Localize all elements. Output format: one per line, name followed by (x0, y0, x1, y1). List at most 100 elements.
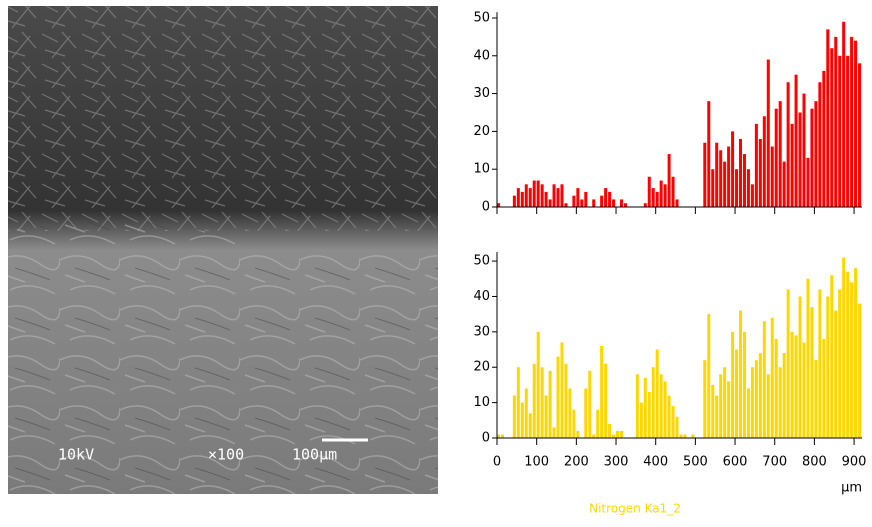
bar (525, 388, 528, 438)
bar (779, 367, 782, 438)
bar (564, 364, 567, 438)
y-tick-label: 0 (482, 200, 490, 215)
bar (731, 332, 734, 438)
bar (664, 184, 667, 207)
bar (553, 427, 556, 438)
bar (656, 350, 659, 438)
bar (814, 101, 817, 207)
bar (719, 374, 722, 438)
bar (541, 367, 544, 438)
sem-label: 100µm (292, 446, 337, 464)
bar (838, 289, 841, 438)
bar (834, 37, 837, 207)
x-tick-label: 500 (683, 455, 708, 470)
bar (719, 150, 722, 207)
bar (787, 82, 790, 207)
y-tick-label: 10 (473, 162, 490, 177)
bar (795, 335, 798, 438)
bar (612, 199, 615, 207)
x-tick-label: 100 (524, 455, 549, 470)
page: 10kV ×100 100µm 010203040500102030405001… (0, 0, 872, 527)
bar (806, 279, 809, 438)
x-tick-label: 400 (643, 455, 668, 470)
bar (791, 332, 794, 438)
bar (854, 268, 857, 438)
bar (592, 199, 595, 207)
bar (822, 339, 825, 438)
sem-image: 10kV ×100 100µm (8, 6, 438, 494)
bar (576, 431, 579, 438)
bar (580, 199, 583, 207)
bar (830, 275, 833, 438)
bar (755, 124, 758, 207)
bar (826, 29, 829, 207)
bar (743, 332, 746, 438)
bar (604, 364, 607, 438)
y-tick-label: 40 (473, 289, 490, 304)
bar (755, 360, 758, 438)
x-tick-label: 0 (493, 455, 501, 470)
bar (723, 367, 726, 438)
bar (537, 332, 540, 438)
bar (711, 385, 714, 438)
x-tick-label: 300 (604, 455, 629, 470)
bar (501, 434, 504, 438)
y-tick-label: 50 (473, 10, 490, 25)
bar (660, 181, 663, 207)
bar (775, 109, 778, 207)
bar (545, 396, 548, 438)
bar (739, 311, 742, 438)
bar (826, 296, 829, 438)
bar (767, 60, 770, 207)
bar (560, 342, 563, 438)
bar (759, 353, 762, 438)
bar (572, 410, 575, 438)
bar (735, 350, 738, 438)
bar (557, 357, 560, 438)
bar (644, 203, 647, 207)
bar (572, 196, 575, 207)
bar (525, 184, 528, 207)
y-tick-label: 30 (473, 86, 490, 101)
bar (854, 41, 857, 207)
bar (810, 307, 813, 438)
bar (564, 203, 567, 207)
bar (568, 388, 571, 438)
x-tick-label: 600 (723, 455, 748, 470)
bar (763, 116, 766, 207)
bar (739, 139, 742, 207)
bar (775, 339, 778, 438)
bar (806, 158, 809, 207)
bar (723, 162, 726, 207)
bar (703, 360, 706, 438)
bar (799, 296, 802, 438)
sem-label: ×100 (208, 446, 244, 464)
bar (846, 272, 849, 438)
bar (838, 56, 841, 207)
bar (680, 434, 683, 438)
bar (767, 374, 770, 438)
bar (592, 434, 595, 438)
bar (648, 392, 651, 438)
bar (787, 289, 790, 438)
bar (560, 184, 563, 207)
bar (707, 101, 710, 207)
bar (743, 154, 746, 207)
bar (683, 434, 686, 438)
bar (799, 112, 802, 207)
bar (818, 289, 821, 438)
bar (616, 431, 619, 438)
bar (644, 378, 647, 438)
x-tick-label: 700 (762, 455, 787, 470)
y-tick-label: 20 (473, 124, 490, 139)
bar (541, 184, 544, 207)
bar (608, 424, 611, 438)
bar (612, 434, 615, 438)
y-tick-label: 50 (473, 254, 490, 269)
bar (715, 143, 718, 207)
bar (668, 396, 671, 438)
bar (648, 177, 651, 207)
bar (715, 396, 718, 438)
bar (751, 367, 754, 438)
sem-label: 10kV (58, 446, 94, 464)
